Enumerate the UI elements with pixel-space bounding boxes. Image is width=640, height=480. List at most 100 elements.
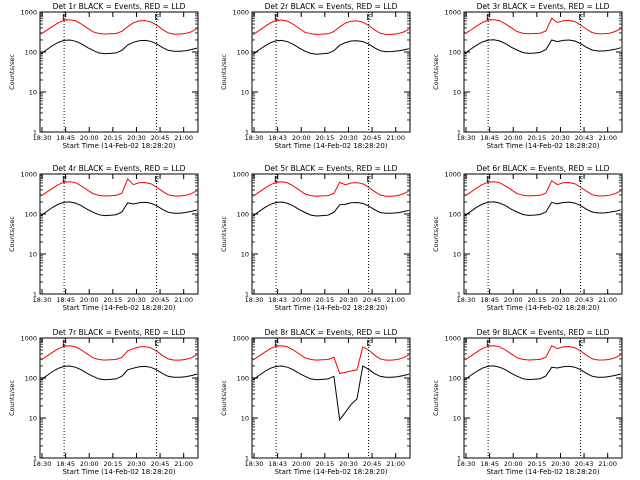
y-axis-label: Counts/sec: [220, 216, 228, 252]
event-marker-label: E: [367, 13, 372, 22]
event-marker-label: E: [367, 175, 372, 184]
y-tick-label: 100: [237, 375, 249, 383]
event-marker-label: E: [274, 13, 279, 22]
x-tick-label: 18:30: [457, 460, 476, 468]
y-tick-label: 100: [449, 211, 461, 219]
y-tick-label: 1: [457, 455, 461, 463]
x-tick-label: 21:00: [386, 460, 405, 468]
y-tick-label: 1000: [444, 171, 461, 179]
series-line-events: [252, 39, 410, 55]
x-axis-label: Start Time (14-Feb-02 18:28:20): [274, 304, 387, 312]
x-tick-label: 21:00: [174, 134, 193, 142]
event-marker-label: E: [62, 339, 67, 348]
plot-frame: [463, 11, 623, 133]
chart-title: Det 2r BLACK = Events, RED = LLD: [265, 2, 398, 11]
series-line-lld: [464, 179, 622, 197]
x-tick-label: 20:00: [80, 296, 99, 304]
x-axis-label: Start Time (14-Feb-02 18:28:20): [274, 142, 387, 150]
series-line-events: [40, 39, 198, 55]
y-tick-label: 1000: [232, 335, 249, 343]
x-axis-label: Start Time (14-Feb-02 18:28:20): [62, 468, 175, 476]
y-tick-label: 10: [29, 251, 37, 259]
x-tick-label: 18:30: [457, 296, 476, 304]
x-tick-label: 20:15: [527, 296, 546, 304]
x-axis-label: Start Time (14-Feb-02 18:28:20): [62, 304, 175, 312]
x-tick-label: 18:30: [245, 134, 264, 142]
chart-title: Det 7r BLACK = Events, RED = LLD: [53, 328, 186, 337]
event-marker-label: E: [579, 175, 584, 184]
y-tick-label: 10: [453, 89, 461, 97]
x-tick-label: 20:00: [292, 134, 311, 142]
y-axis-label: Counts/sec: [432, 380, 440, 416]
x-tick-label: 20:45: [151, 460, 170, 468]
x-tick-label: 20:45: [363, 460, 382, 468]
x-tick-label: 20:15: [315, 296, 334, 304]
x-tick-label: 20:15: [103, 460, 122, 468]
x-tick-label: 20:00: [504, 296, 523, 304]
y-tick-label: 10: [241, 251, 249, 259]
chart-panel-9: Det 9r BLACK = Events, RED = LLD 1 10 100 10…: [432, 328, 623, 476]
y-tick-label: 1000: [444, 9, 461, 17]
x-tick-label: 20:15: [103, 134, 122, 142]
x-tick-label: 20:43: [575, 134, 594, 142]
series-line-lld: [40, 345, 198, 361]
series-line-lld: [252, 345, 410, 374]
x-tick-label: 18:30: [33, 296, 52, 304]
x-tick-label: 20:15: [315, 460, 334, 468]
y-tick-label: 100: [237, 211, 249, 219]
y-tick-label: 1: [245, 455, 249, 463]
y-tick-label: 10: [29, 415, 37, 423]
y-axis-label: Counts/sec: [432, 216, 440, 252]
x-tick-label: 20:30: [551, 296, 570, 304]
x-tick-label: 20:00: [80, 460, 99, 468]
plot-frame: [463, 173, 623, 295]
plot-frame: [463, 337, 623, 459]
chart-title: Det 3r BLACK = Events, RED = LLD: [477, 2, 610, 11]
x-tick-label: 20:30: [551, 134, 570, 142]
chart-title: Det 9r BLACK = Events, RED = LLD: [477, 328, 610, 337]
x-tick-label: 20:30: [339, 296, 358, 304]
series-line-lld: [252, 181, 410, 197]
chart-panel-4: Det 4r BLACK = Events, RED = LLD 1 10 100 10…: [8, 164, 199, 312]
x-tick-label: 18:30: [33, 460, 52, 468]
series-line-events: [464, 39, 622, 54]
y-tick-label: 100: [237, 49, 249, 57]
x-tick-label: 20:45: [363, 296, 382, 304]
series-line-lld: [252, 19, 410, 36]
x-tick-label: 20:45: [151, 134, 170, 142]
x-axis-label: Start Time (14-Feb-02 18:28:20): [486, 468, 599, 476]
y-tick-label: 1000: [444, 335, 461, 343]
y-axis-label: Counts/sec: [220, 54, 228, 90]
y-tick-label: 100: [449, 375, 461, 383]
y-tick-label: 1: [245, 291, 249, 299]
x-tick-label: 18:30: [245, 460, 264, 468]
x-tick-label: 20:00: [292, 296, 311, 304]
event-marker-label: E: [486, 13, 491, 22]
x-tick-label: 21:00: [174, 460, 193, 468]
x-axis-label: Start Time (14-Feb-02 18:28:20): [62, 142, 175, 150]
y-tick-label: 1000: [20, 9, 37, 17]
y-tick-label: 10: [453, 415, 461, 423]
x-tick-label: 18:43: [268, 296, 287, 304]
chart-title: Det 1r BLACK = Events, RED = LLD: [53, 2, 186, 11]
chart-title: Det 5r BLACK = Events, RED = LLD: [265, 164, 398, 173]
y-axis-label: Counts/sec: [220, 380, 228, 416]
y-tick-label: 1000: [232, 9, 249, 17]
series-line-events: [40, 365, 198, 381]
event-marker-label: E: [486, 339, 491, 348]
x-tick-label: 20:30: [127, 134, 146, 142]
chart-panel-5: Det 5r BLACK = Events, RED = LLD 1 10 100 10…: [220, 164, 411, 312]
x-tick-label: 18:30: [245, 296, 264, 304]
series-line-lld: [464, 17, 622, 35]
series-line-lld: [40, 178, 198, 197]
y-tick-label: 1: [457, 291, 461, 299]
y-tick-label: 1000: [20, 335, 37, 343]
chart-panel-3: Det 3r BLACK = Events, RED = LLD 1 10 100 10…: [432, 2, 623, 150]
x-tick-label: 20:15: [315, 134, 334, 142]
x-tick-label: 20:30: [127, 296, 146, 304]
y-axis-label: Counts/sec: [8, 54, 16, 90]
chart-panel-7: Det 7r BLACK = Events, RED = LLD 1 10 100 10…: [8, 328, 199, 476]
x-tick-label: 18:45: [480, 134, 499, 142]
event-marker-label: E: [579, 339, 584, 348]
